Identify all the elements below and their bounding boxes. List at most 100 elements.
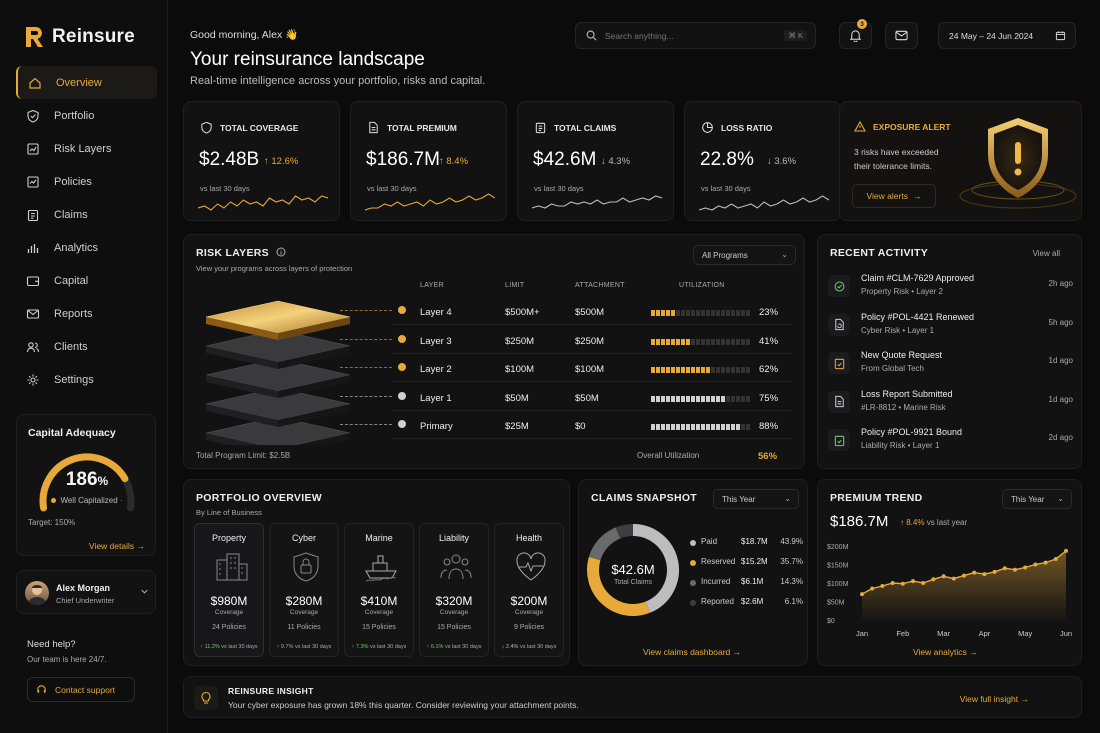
layer-dot: [398, 306, 406, 314]
date-range: 24 May – 24 Jun 2024: [949, 30, 1034, 41]
sidebar-item-settings[interactable]: Settings: [16, 363, 157, 396]
risk-layers-stack: [205, 300, 351, 445]
program-filter-select[interactable]: All Programs ⌄: [693, 245, 796, 265]
sidebar-item-claims[interactable]: Claims: [16, 198, 157, 231]
user-profile[interactable]: Alex Morgan Chief Underwriter: [16, 570, 156, 614]
info-icon[interactable]: [276, 247, 286, 257]
risk-layers-card: RISK LAYERS View your programs across la…: [183, 234, 805, 469]
gear-icon: [26, 373, 40, 387]
chevron-down-icon[interactable]: [140, 587, 149, 596]
view-details-link[interactable]: View details →: [88, 541, 145, 551]
portfolio-card-property[interactable]: Property $980M Coverage 24 Policies ↑ 11.2% …: [194, 523, 264, 657]
portfolio-card-health[interactable]: Health $200M Coverage 9 Policies ↓ 2.4% vs l…: [494, 523, 564, 657]
shield-warning-icon: [959, 118, 1077, 209]
home-icon: [28, 76, 42, 90]
trend-point: [992, 569, 997, 574]
activity-item[interactable]: Policy #POL-4421 Renewed Cyber Risk • Lay…: [828, 306, 1073, 345]
claims-legend-item: Incurred $6.1M 14.3%: [689, 577, 803, 591]
activity-item[interactable]: Policy #POL-9921 Bound Liability Risk • L…: [828, 421, 1073, 460]
risk-layer-row[interactable]: Primary $25M $0 88%: [340, 411, 792, 440]
search-input[interactable]: [605, 30, 775, 41]
line-name: Property: [211, 533, 246, 543]
kpi-label: LOSS RATIO: [701, 121, 772, 134]
claims-period-select[interactable]: This Year ⌄: [713, 489, 799, 509]
line-name: Health: [515, 533, 542, 543]
trend-point: [1053, 557, 1058, 561]
portfolio-card-cyber[interactable]: Cyber $280M Coverage 11 Policies ↑ 9.7% vs l…: [269, 523, 339, 657]
activity-item[interactable]: New Quote Request From Global Tech 1d ago: [828, 344, 1073, 383]
layer-limit: $25M: [505, 421, 529, 433]
sidebar-item-reports[interactable]: Reports: [16, 297, 157, 330]
kpi-value: $186.7M: [366, 149, 440, 170]
sidebar-nav: Overview Portfolio Risk Layers Policies Clai…: [16, 66, 157, 396]
kpi-sparkline: [699, 195, 829, 211]
kpi-change: ↓ 3.6%: [767, 156, 797, 167]
kpi-comparison: vs last 30 days: [367, 184, 417, 193]
help-subtitle: Our team is here 24/7.: [27, 655, 107, 664]
date-range-picker[interactable]: 24 May – 24 Jun 2024: [938, 22, 1076, 49]
sidebar-item-overview[interactable]: Overview: [16, 66, 157, 99]
layer-name: Primary: [420, 421, 453, 433]
search-box[interactable]: ⌘ K: [575, 22, 816, 49]
alert-text: 3 risks have exceeded their tolerance li…: [854, 147, 939, 171]
kpi-card-loss-ratio: LOSS RATIO 22.8% ↓ 3.6% vs last 30 days: [684, 101, 841, 221]
layer-name: Layer 4: [420, 307, 452, 318]
gear-icon: [27, 374, 39, 385]
messages-button[interactable]: [885, 22, 918, 49]
sidebar-item-policies[interactable]: Policies: [16, 165, 157, 198]
layer-slab: [205, 358, 351, 398]
sidebar-item-label: Clients: [54, 340, 88, 353]
trend-point: [962, 573, 966, 578]
logo[interactable]: Reinsure: [24, 26, 135, 48]
trend-period-select[interactable]: This Year ⌄: [1002, 489, 1072, 509]
activity-title: Claim #CLM-7629 Approved: [861, 273, 975, 283]
heart-pulse-icon: [513, 550, 549, 589]
layer-attachment: $250M: [575, 335, 605, 347]
greeting: Good morning, Alex 👋: [190, 29, 299, 41]
kpi-comparison: vs last 30 days: [534, 184, 584, 193]
view-claims-dashboard-link[interactable]: View claims dashboard →: [643, 647, 742, 657]
sidebar-item-analytics[interactable]: Analytics: [16, 231, 157, 264]
risk-layer-row[interactable]: Layer 3 $250M $250M 41%: [340, 326, 792, 354]
line-policies: 11 Policies: [287, 624, 321, 631]
bar-chart-icon: [26, 241, 40, 255]
view-analytics-link[interactable]: View analytics →: [913, 647, 978, 657]
chevron-down-icon: ⌄: [781, 250, 788, 259]
activity-subtitle: Cyber Risk • Layer 1: [861, 325, 935, 335]
trend-title: PREMIUM TREND: [830, 492, 923, 504]
trend-point: [900, 581, 905, 586]
risk-layer-row[interactable]: Layer 2 $100M $100M 62%: [340, 354, 792, 383]
view-alerts-button[interactable]: View alerts →: [852, 184, 936, 208]
trend-point: [1043, 560, 1048, 565]
trend-point: [931, 577, 936, 582]
line-change: ↑ 6.1% vs last 30 days: [426, 644, 482, 650]
view-full-insight-link[interactable]: View full insight →: [959, 694, 1029, 704]
notifications-button[interactable]: 3: [839, 19, 872, 49]
bound-icon: [834, 435, 844, 447]
contact-support-button[interactable]: Contact support: [27, 677, 135, 702]
layer-limit: $50M: [505, 392, 529, 404]
users-icon: [26, 341, 40, 352]
claims-legend-item: Paid $18.7M 43.9%: [689, 537, 803, 551]
portfolio-card-liability[interactable]: Liability $320M Coverage 15 Policies ↑ 6.1% …: [419, 523, 489, 657]
sidebar-item-clients[interactable]: Clients: [16, 330, 157, 363]
trend-point: [941, 574, 946, 579]
risk-layer-row[interactable]: Layer 4 $500M+ $500M 23%: [340, 297, 792, 325]
header-layer: LAYER: [420, 282, 444, 289]
view-all-link[interactable]: View all: [1032, 249, 1060, 258]
sidebar-item-capital[interactable]: Capital: [16, 264, 157, 297]
portfolio-card-marine[interactable]: Marine $410M Coverage 15 Policies ↑ 7.3% vs …: [344, 523, 414, 657]
clipboard-icon: [26, 208, 40, 222]
document-icon: [369, 121, 378, 134]
activity-item[interactable]: Claim #CLM-7629 Approved Property Risk • …: [828, 267, 1073, 306]
shield-icon: [201, 121, 212, 134]
notification-badge: 3: [857, 19, 867, 29]
sidebar-item-portfolio[interactable]: Portfolio: [16, 99, 157, 132]
ship-icon: [363, 550, 399, 589]
trend-point: [972, 570, 977, 575]
sidebar-item-risk-layers[interactable]: Risk Layers: [16, 132, 157, 165]
activity-item[interactable]: Loss Report Submitted #LR-8812 • Marine R…: [828, 383, 1073, 422]
connector-line: [340, 310, 392, 311]
risk-layer-row[interactable]: Layer 1 $50M $50M 75%: [340, 383, 792, 411]
capital-target: Target: 150%: [28, 518, 76, 527]
